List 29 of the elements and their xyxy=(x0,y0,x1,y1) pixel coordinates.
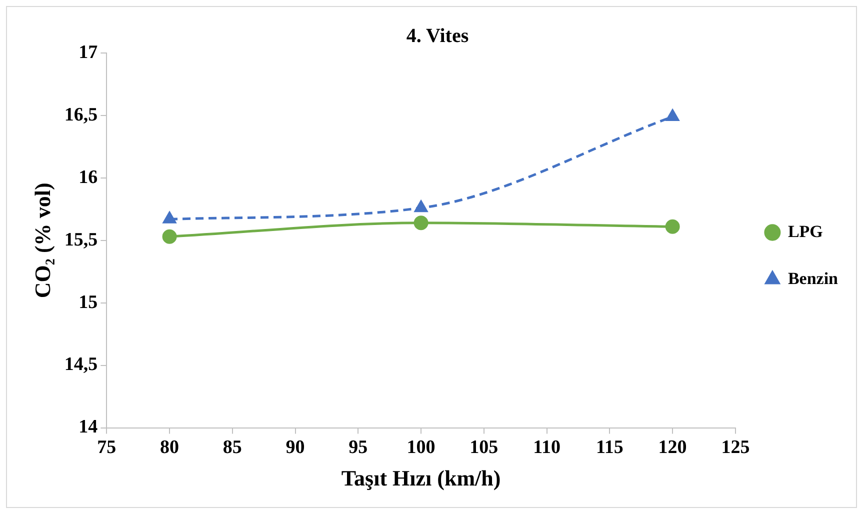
legend-label: LPG xyxy=(788,222,823,241)
point xyxy=(162,229,177,244)
point xyxy=(414,216,428,230)
chart-title: 4. Vites xyxy=(406,25,469,48)
y-tick-label: 14,5 xyxy=(64,354,98,376)
legend-label: Benzin xyxy=(788,268,839,288)
x-tick-label: 100 xyxy=(406,437,436,458)
x-tick-label: 125 xyxy=(721,437,750,458)
point xyxy=(163,212,176,224)
x-tick-label: 120 xyxy=(658,437,687,458)
x-tick-label: 105 xyxy=(470,437,498,458)
x-tick-label: 95 xyxy=(348,437,368,458)
point xyxy=(666,109,680,121)
y-tick-label: 14 xyxy=(78,416,98,438)
point xyxy=(665,219,680,234)
x-axis-title: Taşıt Hızı (km/h) xyxy=(341,465,501,490)
x-tick-label: 115 xyxy=(596,437,624,458)
y-tick-label: 15,5 xyxy=(64,229,98,250)
y-tick-label: 15 xyxy=(78,292,98,313)
y-tick-label: 17 xyxy=(78,42,98,63)
point xyxy=(414,200,428,212)
y-tick-label: 16,5 xyxy=(64,104,98,126)
x-tick-label: 80 xyxy=(160,437,180,458)
x-tick-label: 110 xyxy=(533,437,561,458)
y-axis-title: CO₂ (% vol) xyxy=(30,182,55,298)
x-tick-label: 85 xyxy=(222,437,242,458)
y-tick-label: 16 xyxy=(78,166,98,188)
x-tick-label: 75 xyxy=(97,437,116,458)
x-tick-label: 90 xyxy=(286,437,305,458)
